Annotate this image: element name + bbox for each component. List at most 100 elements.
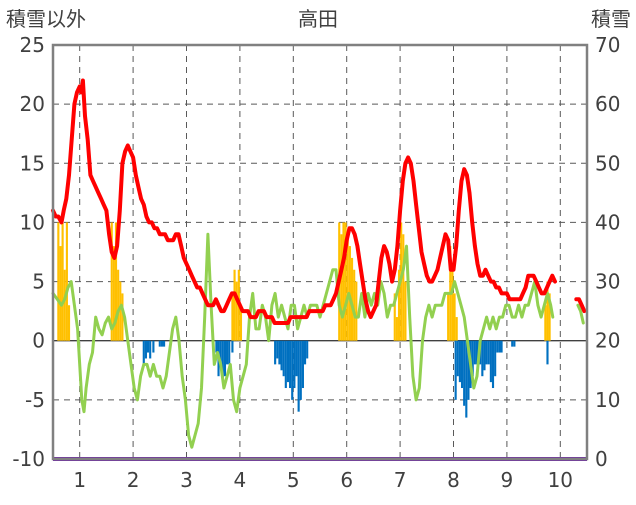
- blue-bar: [158, 340, 161, 347]
- grid: [53, 45, 587, 459]
- blue-bar: [496, 340, 499, 353]
- right-tick-label: 40: [595, 210, 620, 234]
- orange-bar: [342, 222, 345, 341]
- blue-bar: [473, 340, 476, 365]
- orange-bar: [350, 257, 354, 341]
- x-tick-label: 6: [340, 468, 353, 492]
- orange-bar: [544, 305, 547, 341]
- blue-bar: [297, 340, 300, 412]
- left-tick-label: 0: [32, 329, 45, 353]
- orange-bar: [110, 222, 113, 341]
- blue-bar: [142, 340, 145, 365]
- right-axis-label: 積雪: [591, 7, 631, 31]
- blue-bar: [471, 340, 474, 377]
- orange-bar: [353, 269, 356, 341]
- orange-bar: [114, 222, 118, 341]
- blue-bar: [295, 340, 298, 377]
- blue-bar: [286, 340, 290, 383]
- orange-bar: [63, 269, 66, 341]
- orange-bar: [67, 305, 71, 341]
- x-tick-label: 7: [394, 468, 407, 492]
- orange-bar: [119, 281, 122, 341]
- blue-bar: [487, 340, 490, 365]
- blue-bar: [219, 340, 222, 365]
- blue-bar: [221, 340, 224, 383]
- blue-bar: [546, 340, 549, 365]
- blue-bar: [481, 340, 484, 377]
- orange-bar: [397, 269, 401, 341]
- blue-bar: [160, 340, 164, 347]
- blue-bar: [489, 340, 492, 383]
- blue-bar: [460, 340, 464, 389]
- right-tick-label: 0: [595, 447, 608, 471]
- orange-bar: [447, 293, 450, 341]
- orange-bar: [61, 222, 64, 341]
- blue-bar: [301, 340, 304, 389]
- left-axis-label: 積雪以外: [6, 7, 86, 31]
- x-tick-label: 8: [447, 468, 460, 492]
- blue-bar: [465, 340, 468, 418]
- right-tick-label: 10: [595, 388, 620, 412]
- orange-bar: [117, 269, 120, 341]
- blue-bar: [223, 340, 227, 377]
- blue-bar: [293, 340, 296, 389]
- blue-bar: [146, 340, 150, 353]
- left-tick-label: 25: [20, 33, 45, 57]
- orange-bar: [57, 222, 60, 341]
- blue-bar: [475, 340, 479, 365]
- blue-bar: [467, 340, 470, 400]
- right-tick-label: 50: [595, 151, 620, 175]
- orange-bar: [344, 222, 347, 341]
- blue-bar: [152, 340, 155, 353]
- red-series-tail: [574, 297, 587, 314]
- blue-bar: [513, 340, 516, 347]
- green-series-tail: [576, 303, 585, 325]
- x-tick-label: 2: [127, 468, 140, 492]
- blue-bar: [280, 340, 283, 371]
- blue-bar: [231, 340, 234, 353]
- orange-bar: [453, 293, 456, 341]
- blue-bar: [500, 340, 503, 353]
- orange-bar: [239, 305, 243, 341]
- left-tick-label: -10: [12, 447, 45, 471]
- blue-bar: [163, 340, 166, 347]
- blue-bar: [274, 340, 277, 365]
- blue-bar: [485, 340, 488, 365]
- blue-bar: [284, 340, 287, 389]
- blue-bar: [458, 340, 461, 383]
- orange-bar: [231, 293, 234, 341]
- blue-bar: [144, 340, 147, 359]
- left-tick-label: 20: [20, 92, 45, 116]
- x-tick-label: 4: [234, 468, 247, 492]
- orange-bar: [235, 281, 238, 341]
- right-tick-label: 70: [595, 33, 620, 57]
- right-tick-label: 60: [595, 92, 620, 116]
- orange-bar: [112, 246, 115, 341]
- blue-bar: [494, 340, 497, 377]
- left-tick-label: -5: [25, 388, 45, 412]
- blue-bar: [276, 340, 279, 359]
- blue-bar: [303, 340, 307, 365]
- x-tick-label: 3: [180, 468, 193, 492]
- orange-bar: [548, 293, 551, 341]
- plot-border: [51, 43, 589, 461]
- orange-bar: [65, 222, 68, 341]
- blue-bar: [483, 340, 486, 371]
- blue-bar: [149, 340, 152, 359]
- blue-bar: [463, 340, 466, 406]
- left-tick-label: 5: [32, 270, 45, 294]
- orange-bar: [346, 234, 349, 341]
- orange-bar: [451, 269, 454, 341]
- green-series-line: [51, 232, 555, 449]
- left-tick-label: 15: [20, 151, 45, 175]
- blue-bar: [491, 340, 495, 389]
- x-tick-label: 1: [73, 468, 86, 492]
- orange-bar: [393, 293, 396, 341]
- blue-bar: [498, 340, 501, 353]
- blue-bar: [289, 340, 292, 389]
- chart-title: 高田: [298, 7, 338, 31]
- blue-bar: [299, 340, 302, 400]
